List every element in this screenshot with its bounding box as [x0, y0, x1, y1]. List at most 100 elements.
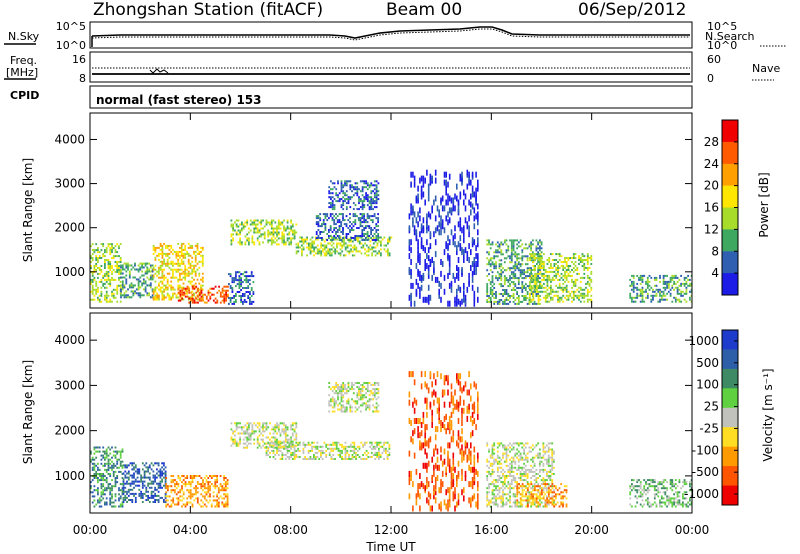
- power-data-cell: [445, 189, 447, 196]
- power-data-cell: [363, 196, 366, 199]
- power-data-cell: [514, 283, 517, 286]
- power-data-cell: [135, 292, 138, 295]
- power-y-tick-label: 3000: [54, 177, 85, 191]
- velocity-data-cell: [226, 483, 229, 486]
- power-data-cell: [189, 296, 192, 299]
- power-data-cell: [536, 253, 538, 256]
- power-data-cell: [377, 233, 379, 235]
- power-data-cell: [371, 246, 373, 249]
- velocity-data-cell: [372, 445, 375, 448]
- power-data-cell: [276, 229, 278, 232]
- power-data-cell: [274, 231, 277, 234]
- power-data-cell: [159, 276, 162, 279]
- power-data-cell: [207, 289, 210, 292]
- power-data-cell: [368, 215, 371, 218]
- power-data-cell: [457, 241, 460, 248]
- power-data-cell: [159, 288, 162, 291]
- velocity-data-cell: [177, 491, 180, 494]
- velocity-data-cell: [100, 491, 103, 494]
- velocity-data-cell: [107, 458, 110, 461]
- velocity-data-cell: [265, 445, 268, 448]
- power-data-cell: [646, 284, 649, 287]
- power-data-cell: [240, 283, 242, 286]
- velocity-data-cell: [279, 443, 282, 446]
- power-data-cell: [550, 292, 552, 295]
- velocity-data-cell: [348, 445, 350, 448]
- velocity-data-cell: [297, 441, 299, 444]
- power-data-cell: [161, 292, 164, 295]
- velocity-data-cell: [121, 491, 124, 494]
- power-data-cell: [466, 255, 469, 262]
- power-data-cell: [512, 297, 515, 299]
- power-data-cell: [352, 237, 355, 239]
- velocity-data-cell: [359, 392, 362, 395]
- power-data-cell: [544, 290, 547, 293]
- velocity-data-cell: [249, 432, 252, 435]
- velocity-data-cell: [333, 392, 336, 395]
- nsearch-label: N.Search: [705, 30, 755, 43]
- power-data-cell: [187, 272, 190, 275]
- power-data-cell: [336, 229, 339, 231]
- power-data-cell: [302, 248, 305, 251]
- power-data-cell: [331, 196, 334, 199]
- velocity-data-cell: [378, 454, 380, 456]
- power-data-cell: [120, 272, 122, 275]
- velocity-data-cell: [224, 505, 227, 508]
- velocity-data-cell: [349, 406, 352, 409]
- power-data-cell: [500, 249, 503, 252]
- power-data-cell: [495, 243, 497, 246]
- velocity-data-cell: [163, 484, 165, 487]
- power-data-cell: [415, 263, 418, 269]
- power-data-cell: [258, 235, 261, 238]
- power-data-cell: [93, 294, 96, 297]
- velocity-data-cell: [284, 434, 287, 437]
- power-data-cell: [383, 236, 386, 239]
- velocity-data-cell: [150, 492, 153, 495]
- power-data-cell: [377, 221, 379, 224]
- velocity-data-cell: [373, 410, 376, 413]
- power-data-cell: [267, 233, 270, 236]
- power-data-cell: [315, 238, 317, 241]
- power-data-cell: [91, 274, 94, 277]
- power-data-cell: [329, 248, 331, 251]
- velocity-data-cell: [109, 503, 112, 506]
- velocity-data-cell: [306, 443, 308, 446]
- velocity-data-cell: [284, 443, 287, 446]
- power-data-cell: [419, 253, 421, 260]
- power-data-cell: [290, 219, 292, 222]
- power-data-cell: [335, 192, 338, 195]
- power-data-cell: [477, 237, 479, 244]
- power-data-cell: [95, 290, 98, 293]
- power-data-cell: [340, 186, 343, 189]
- power-data-cell: [322, 221, 325, 224]
- power-data-cell: [239, 231, 241, 234]
- velocity-data-cell: [258, 422, 261, 425]
- power-data-cell: [255, 219, 257, 222]
- velocity-data-cell: [150, 486, 153, 489]
- power-data-cell: [565, 298, 568, 301]
- power-data-cell: [486, 239, 489, 242]
- velocity-data-cell: [366, 382, 369, 384]
- power-data-cell: [524, 277, 527, 280]
- velocity-data-cell: [111, 497, 113, 500]
- power-data-cell: [516, 257, 518, 260]
- power-data-cell: [341, 250, 344, 253]
- velocity-data-cell: [314, 451, 317, 454]
- power-data-cell: [551, 270, 554, 273]
- power-data-cell: [534, 286, 536, 289]
- velocity-data-cell: [386, 449, 389, 452]
- power-y-tick-label: 2000: [54, 221, 85, 235]
- velocity-data-cell: [291, 442, 294, 445]
- power-data-cell: [242, 287, 244, 289]
- velocity-data-cell: [347, 390, 350, 393]
- power-data-cell: [413, 229, 416, 236]
- power-data-cell: [327, 242, 330, 245]
- power-data-cell: [477, 286, 479, 293]
- power-data-cell: [366, 188, 369, 191]
- velocity-data-cell: [272, 449, 275, 452]
- power-data-cell: [548, 300, 551, 303]
- power-data-cell: [173, 262, 176, 265]
- velocity-data-cell: [179, 495, 182, 498]
- velocity-data-cell: [154, 476, 156, 479]
- power-data-cell: [361, 233, 364, 235]
